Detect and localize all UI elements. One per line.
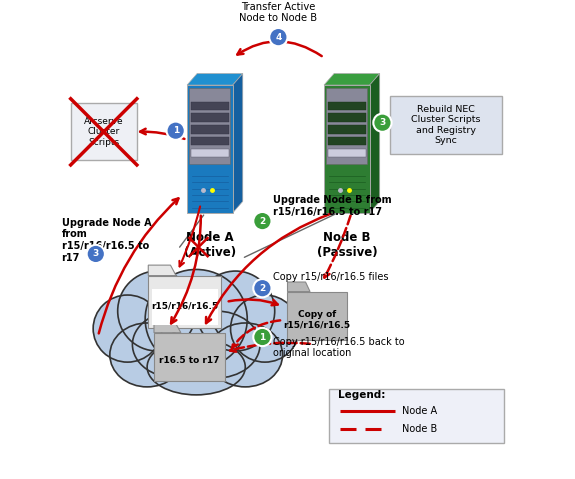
Text: 3: 3 bbox=[93, 250, 99, 259]
Ellipse shape bbox=[93, 295, 162, 362]
Text: Arcserve
Cluster
Scripts: Arcserve Cluster Scripts bbox=[84, 117, 124, 147]
Polygon shape bbox=[370, 74, 380, 213]
Text: 2: 2 bbox=[259, 284, 266, 293]
Text: r16.5 to r17: r16.5 to r17 bbox=[159, 356, 220, 365]
Circle shape bbox=[87, 245, 105, 263]
Text: Node B: Node B bbox=[401, 424, 437, 434]
FancyBboxPatch shape bbox=[328, 388, 504, 444]
FancyBboxPatch shape bbox=[191, 114, 229, 122]
Circle shape bbox=[167, 122, 185, 140]
Text: 1: 1 bbox=[172, 126, 179, 135]
Ellipse shape bbox=[196, 271, 275, 351]
FancyBboxPatch shape bbox=[189, 88, 231, 164]
FancyBboxPatch shape bbox=[328, 137, 366, 146]
FancyBboxPatch shape bbox=[191, 102, 229, 110]
Circle shape bbox=[373, 114, 392, 132]
Ellipse shape bbox=[231, 295, 299, 362]
Text: 2: 2 bbox=[259, 217, 266, 226]
FancyBboxPatch shape bbox=[328, 102, 366, 110]
Text: 1: 1 bbox=[259, 332, 266, 342]
FancyBboxPatch shape bbox=[328, 148, 366, 157]
FancyBboxPatch shape bbox=[71, 103, 137, 160]
Polygon shape bbox=[233, 74, 243, 213]
FancyBboxPatch shape bbox=[191, 125, 229, 134]
Circle shape bbox=[269, 28, 288, 46]
FancyBboxPatch shape bbox=[154, 333, 225, 381]
FancyBboxPatch shape bbox=[326, 88, 367, 164]
Circle shape bbox=[253, 328, 271, 346]
FancyBboxPatch shape bbox=[328, 125, 366, 134]
Ellipse shape bbox=[208, 323, 282, 387]
Text: Copy r15/r16/r16.5 files: Copy r15/r16/r16.5 files bbox=[273, 272, 388, 282]
Text: Node A
(Active): Node A (Active) bbox=[184, 231, 236, 259]
Ellipse shape bbox=[145, 270, 247, 368]
FancyBboxPatch shape bbox=[191, 137, 229, 146]
Text: Rebuild NEC
Cluster Scripts
and Registry
Sync: Rebuild NEC Cluster Scripts and Registry… bbox=[411, 105, 481, 145]
Ellipse shape bbox=[118, 271, 196, 351]
Circle shape bbox=[253, 212, 271, 230]
Circle shape bbox=[253, 279, 271, 297]
Ellipse shape bbox=[132, 311, 221, 378]
Ellipse shape bbox=[147, 339, 246, 395]
Polygon shape bbox=[148, 265, 176, 275]
Text: Legend:: Legend: bbox=[338, 390, 385, 400]
FancyBboxPatch shape bbox=[187, 85, 233, 213]
FancyBboxPatch shape bbox=[324, 85, 370, 213]
FancyBboxPatch shape bbox=[288, 292, 347, 340]
Text: r15/r16/r16.5: r15/r16/r16.5 bbox=[151, 302, 218, 310]
Text: Copy r15/r16/r16.5 back to
original location: Copy r15/r16/r16.5 back to original loca… bbox=[273, 337, 405, 358]
Text: Copy of
r15/r16/r16.5: Copy of r15/r16/r16.5 bbox=[283, 310, 351, 329]
FancyBboxPatch shape bbox=[191, 148, 229, 157]
FancyBboxPatch shape bbox=[152, 289, 218, 326]
Polygon shape bbox=[324, 74, 380, 85]
Text: Transfer Active
Node to Node B: Transfer Active Node to Node B bbox=[239, 2, 317, 23]
Text: 4: 4 bbox=[275, 33, 282, 42]
Ellipse shape bbox=[110, 323, 185, 387]
Text: Node A: Node A bbox=[401, 406, 437, 416]
Text: Upgrade Node A
from
r15/r16/r16.5 to
r17: Upgrade Node A from r15/r16/r16.5 to r17 bbox=[62, 218, 151, 262]
Text: Node B
(Passive): Node B (Passive) bbox=[316, 231, 377, 259]
Polygon shape bbox=[187, 74, 243, 85]
Ellipse shape bbox=[172, 311, 260, 378]
Text: Upgrade Node B from
r15/r16/r16.5 to r17: Upgrade Node B from r15/r16/r16.5 to r17 bbox=[273, 195, 392, 217]
Text: 3: 3 bbox=[380, 118, 386, 127]
FancyBboxPatch shape bbox=[328, 114, 366, 122]
FancyBboxPatch shape bbox=[390, 96, 502, 154]
FancyBboxPatch shape bbox=[148, 275, 221, 328]
Polygon shape bbox=[288, 282, 310, 292]
Polygon shape bbox=[154, 323, 181, 333]
